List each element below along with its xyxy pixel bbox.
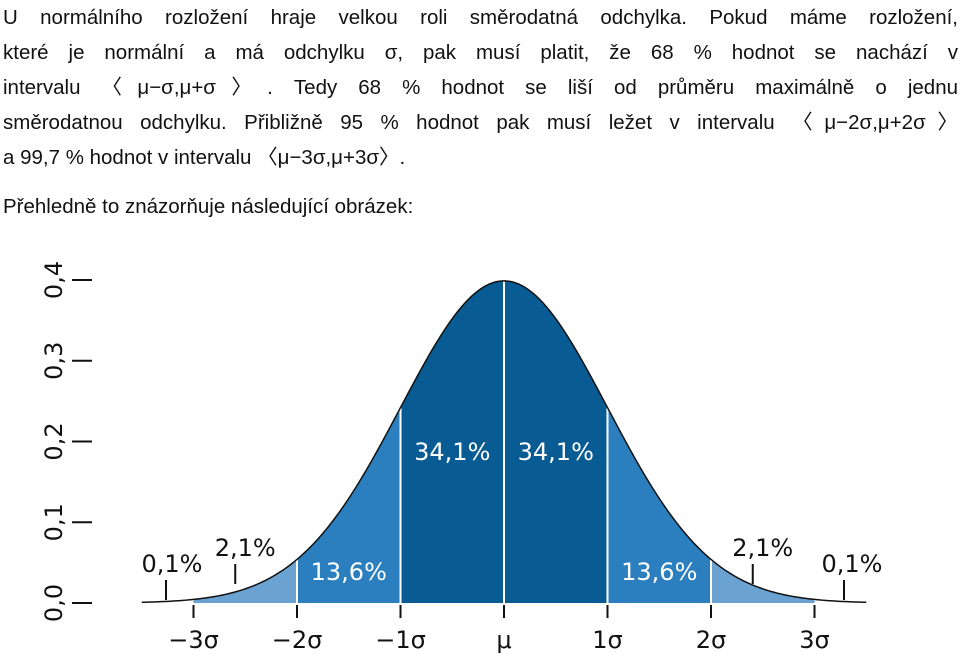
- y-tick-label-3: 0,3: [40, 342, 68, 380]
- y-tick-label-1: 0,1: [40, 503, 68, 541]
- figure-intro: Přehledně to znázorňuje následující obrá…: [3, 195, 414, 218]
- x-tick-label-2: −1σ: [375, 626, 426, 654]
- region-label-4: 13,6%: [621, 558, 697, 586]
- region-5: [711, 559, 815, 603]
- region-2: [400, 280, 504, 603]
- region-label-2: 34,1%: [414, 438, 490, 466]
- normal-distribution-chart: 0,0 0,1 0,2 0,3 0,4 −3σ −2σ −1σ μ 1σ 2σ 3σ 2,1% 13,6%…: [40, 261, 883, 654]
- x-tick-label-5: 2σ: [696, 626, 726, 654]
- region-label-0: 2,1%: [215, 534, 276, 562]
- paragraph-line-4: směrodatnou odchylku. Přibližně 95 % hod…: [3, 111, 958, 134]
- bell-curve: [141, 280, 867, 604]
- x-tick-label-0: −3σ: [168, 626, 219, 654]
- paragraph-line-1: U normálního rozložení hraje velkou roli…: [3, 6, 958, 29]
- x-tick-label-6: 3σ: [799, 626, 829, 654]
- x-tick-label-1: −2σ: [272, 626, 323, 654]
- y-tick-label-4: 0,4: [40, 261, 68, 299]
- tail-label-left: 0,1%: [142, 550, 203, 578]
- paragraph-line-3: intervalu 〈μ−σ,μ+σ〉. Tedy 68 % hodnot se…: [3, 76, 958, 99]
- paragraph: U normálního rozložení hraje velkou roli…: [3, 0, 958, 175]
- region-3: [504, 280, 608, 603]
- region-label-3: 34,1%: [518, 438, 594, 466]
- paragraph-line-5: a 99,7 % hodnot v intervalu 〈μ−3σ,μ+3σ〉.: [3, 146, 406, 169]
- y-tick-label-0: 0,0: [40, 584, 68, 622]
- paragraph-line-2: které je normální a má odchylku σ, pak m…: [3, 41, 958, 64]
- y-tick-label-2: 0,2: [40, 422, 68, 460]
- region-label-5: 2,1%: [732, 534, 793, 562]
- region-label-1: 13,6%: [311, 558, 387, 586]
- tail-label-right: 0,1%: [822, 550, 883, 578]
- region-0: [193, 559, 297, 603]
- x-tick-label-3: μ: [496, 626, 511, 654]
- x-tick-label-4: 1σ: [592, 626, 622, 654]
